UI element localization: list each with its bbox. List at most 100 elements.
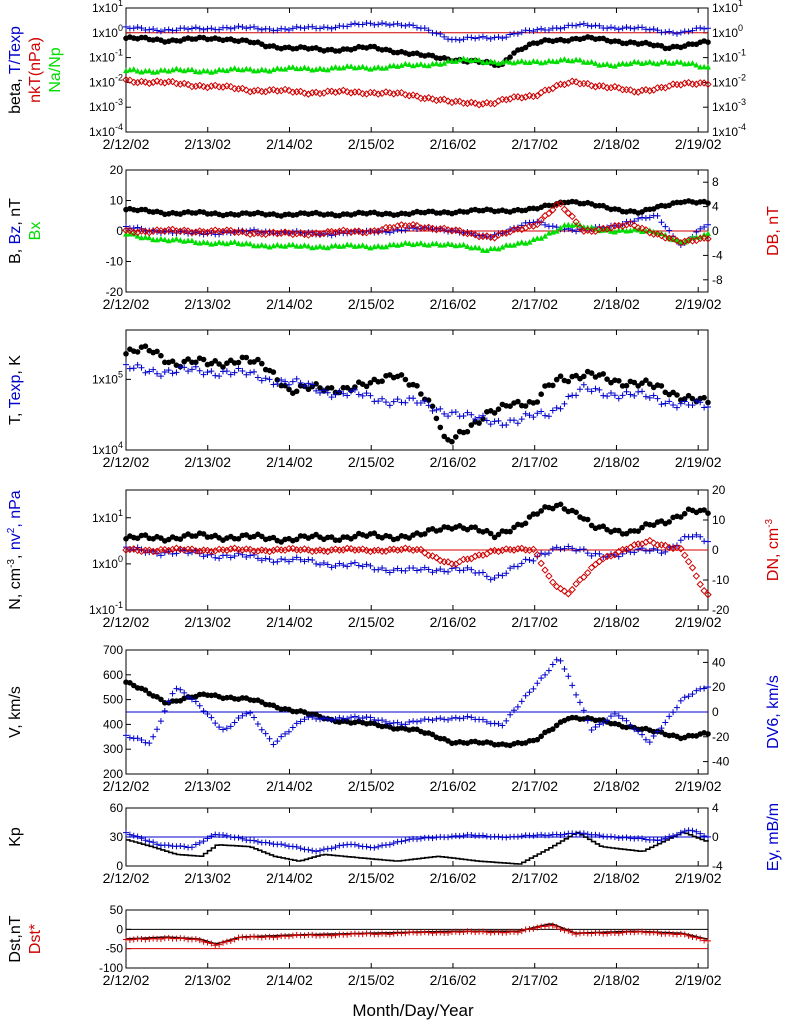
data-point xyxy=(569,682,576,689)
data-point xyxy=(309,23,316,30)
data-point xyxy=(216,941,223,948)
data-point xyxy=(522,692,529,699)
data-point xyxy=(693,828,700,835)
data-point xyxy=(347,228,355,237)
data-point xyxy=(293,229,301,238)
data-point xyxy=(157,373,164,380)
data-point xyxy=(258,66,265,72)
data-point xyxy=(180,79,188,88)
data-point xyxy=(324,389,331,396)
data-point xyxy=(503,717,510,724)
data-point xyxy=(417,545,425,554)
data-point xyxy=(123,829,129,836)
data-point xyxy=(176,545,185,553)
data-point xyxy=(185,237,192,243)
x-tick-label: 2/17/02 xyxy=(511,972,558,988)
data-point xyxy=(445,568,452,575)
data-point xyxy=(459,555,468,564)
data-point xyxy=(650,60,657,66)
data-point xyxy=(320,66,327,72)
data-point xyxy=(514,93,522,101)
data-point xyxy=(331,545,340,553)
data-point xyxy=(386,569,393,576)
data-point xyxy=(332,716,339,723)
data-point xyxy=(351,713,358,720)
data-point xyxy=(255,356,261,363)
data-point xyxy=(557,657,564,664)
data-point xyxy=(335,87,344,96)
y-left-tick-label: 10 xyxy=(110,194,124,208)
data-point xyxy=(701,63,708,70)
data-point xyxy=(542,412,549,419)
data-point xyxy=(405,222,413,230)
data-point xyxy=(646,394,653,401)
data-point xyxy=(149,78,157,87)
data-point xyxy=(549,84,557,93)
y-right-tick-label: -10 xyxy=(712,573,730,587)
series-1 xyxy=(123,361,711,429)
data-point xyxy=(317,65,323,71)
data-point xyxy=(662,400,669,407)
data-point xyxy=(327,87,336,95)
data-point xyxy=(631,25,638,32)
series-1 xyxy=(123,531,711,583)
data-point xyxy=(235,240,242,246)
data-point xyxy=(123,361,129,368)
data-point xyxy=(212,68,219,74)
data-point xyxy=(421,62,428,68)
data-point xyxy=(611,63,618,69)
data-point xyxy=(359,715,366,722)
data-point xyxy=(429,717,436,724)
data-point xyxy=(627,25,634,32)
data-point xyxy=(607,83,615,92)
data-point xyxy=(145,546,153,554)
data-point xyxy=(289,544,297,553)
data-point xyxy=(421,241,428,248)
data-point xyxy=(526,27,533,34)
data-point xyxy=(405,545,413,553)
data-point xyxy=(285,86,293,95)
data-point xyxy=(220,67,226,73)
data-point xyxy=(176,227,185,235)
data-point xyxy=(564,590,573,598)
data-point xyxy=(289,724,296,731)
data-point xyxy=(538,508,544,514)
data-point xyxy=(433,60,440,66)
data-point xyxy=(126,734,133,741)
data-point xyxy=(192,363,199,370)
data-point xyxy=(382,567,389,574)
data-point xyxy=(550,382,556,389)
data-point xyxy=(126,226,134,235)
data-point xyxy=(254,374,261,381)
data-point xyxy=(464,243,471,250)
data-point xyxy=(705,404,711,411)
data-point xyxy=(693,61,700,68)
data-point xyxy=(669,544,677,553)
data-point xyxy=(246,88,254,96)
data-point xyxy=(379,717,386,724)
data-point xyxy=(367,714,374,721)
data-point xyxy=(476,34,483,41)
data-point xyxy=(689,691,696,698)
x-tick-label: 2/14/02 xyxy=(266,296,313,312)
data-point xyxy=(371,844,378,851)
data-point xyxy=(685,693,692,700)
data-point xyxy=(666,930,673,937)
data-point xyxy=(149,227,157,235)
data-point xyxy=(472,35,479,42)
data-point xyxy=(238,84,247,93)
data-point xyxy=(561,24,568,31)
data-point xyxy=(266,376,273,383)
data-point xyxy=(533,220,541,229)
data-point xyxy=(142,687,149,693)
data-point xyxy=(173,369,180,376)
data-point xyxy=(181,364,188,371)
data-point xyxy=(569,929,576,936)
data-point xyxy=(366,547,375,556)
data-point xyxy=(576,386,583,393)
y-right-tick-label: -20 xyxy=(712,730,730,744)
data-point xyxy=(402,239,409,246)
y-left-label: T, Texp, K xyxy=(7,355,24,425)
data-point xyxy=(437,31,444,38)
data-point xyxy=(685,932,692,939)
